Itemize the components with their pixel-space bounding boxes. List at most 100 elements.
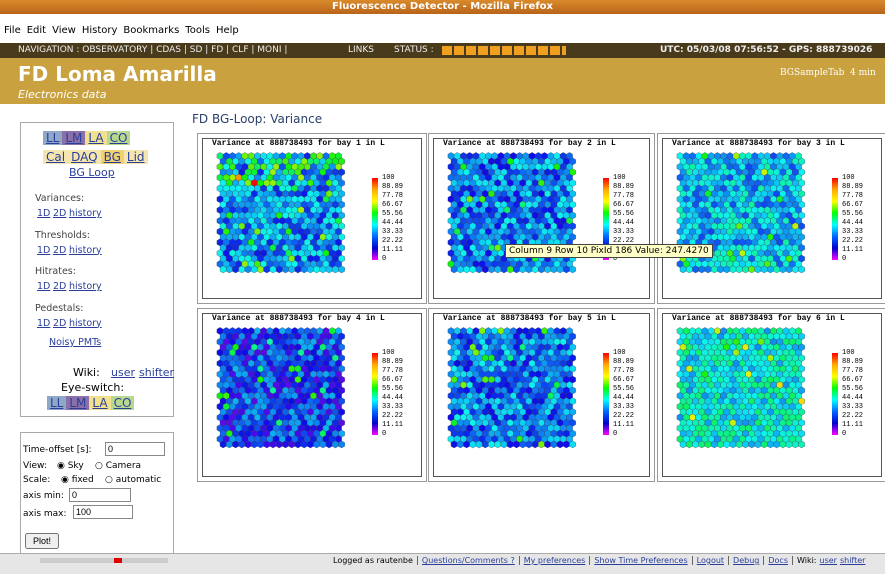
noisy-link[interactable]: Noisy PMTs (49, 337, 102, 348)
panel-frame (433, 313, 650, 477)
section-link[interactable]: 1D (37, 208, 51, 219)
section-link[interactable]: 2D (53, 281, 67, 292)
colorbar-label: 44.44 (842, 219, 864, 227)
pixel-map (216, 152, 345, 274)
colorbar-label: 33.33 (613, 228, 635, 236)
section-link[interactable]: history (69, 244, 102, 256)
section-link[interactable]: history (69, 281, 102, 292)
view-camera[interactable]: ○ Camera (95, 461, 142, 471)
logged-as: Logged as rautenbe (333, 556, 413, 565)
header: FD Loma Amarilla Electronics data BGSamp… (0, 58, 885, 104)
eye-button[interactable]: LA (85, 131, 107, 145)
footer-link[interactable]: Debug (728, 556, 759, 565)
colorbar-label: 33.33 (842, 228, 864, 236)
title-bar: Fluorescence Detector - Mozilla Firefox (0, 0, 885, 14)
menu-item[interactable]: History (81, 25, 118, 36)
colorbar-label: 22.22 (613, 412, 635, 420)
colorbar-label: 66.67 (382, 376, 404, 384)
colorbar (372, 353, 378, 435)
pixel[interactable] (338, 440, 345, 449)
eye-button[interactable]: CO (106, 131, 131, 145)
footer-link[interactable]: Docs (763, 556, 788, 565)
option: Sky (67, 461, 84, 471)
bg-loop-link[interactable]: BG Loop (69, 166, 115, 179)
colorbar-label: 11.11 (382, 246, 404, 254)
eye-button[interactable]: LA (89, 396, 111, 410)
colorbar-label: 88.89 (613, 183, 635, 191)
colorbar-label: 77.78 (842, 367, 864, 375)
tab-buttons: Cal DAQ BG Lid (43, 150, 148, 164)
colorbar-label: 77.78 (613, 367, 635, 375)
tab-button[interactable]: Cal (43, 150, 69, 164)
colorbar-label: 44.44 (613, 394, 635, 402)
colorbar-label: 100 (382, 349, 395, 357)
view-sky[interactable]: ◉ Sky (57, 461, 84, 471)
section-link[interactable]: 2D (53, 244, 67, 256)
option: automatic (115, 475, 162, 485)
scale-fixed[interactable]: ◉ fixed (61, 475, 94, 485)
colorbar-label: 33.33 (613, 403, 635, 411)
wiki-user[interactable]: user (111, 366, 135, 379)
tab-button[interactable]: DAQ (68, 150, 101, 164)
menu-item[interactable]: Edit (26, 25, 47, 36)
panel-title: Variance at 888738493 for bay 3 in L (672, 139, 845, 148)
section-link[interactable]: history (69, 317, 102, 329)
footer-link[interactable]: Show Time Preferences (589, 556, 688, 565)
pixel[interactable] (798, 265, 805, 274)
colorbar-label: 77.78 (613, 192, 635, 200)
scale-auto[interactable]: ○ automatic (105, 475, 162, 485)
footer-link[interactable]: My preferences (518, 556, 585, 565)
section-link[interactable]: 1D (37, 317, 51, 329)
colorbar (372, 178, 378, 260)
max-input[interactable] (73, 505, 133, 519)
footer-shifter[interactable]: shifter (839, 556, 866, 565)
eye-button[interactable]: LL (47, 396, 67, 410)
pixel[interactable] (569, 440, 576, 449)
min-input[interactable] (69, 488, 131, 502)
pixel[interactable] (798, 440, 805, 449)
menu-bar: File Edit View History Bookmarks Tools Help (0, 25, 885, 39)
pixel[interactable] (569, 265, 576, 274)
menu-item[interactable]: File (4, 25, 21, 36)
tab-button[interactable]: Lid (123, 150, 148, 164)
section-link[interactable]: 2D (53, 208, 67, 219)
menu-item[interactable]: Bookmarks (123, 25, 180, 36)
wiki-shifter[interactable]: shifter (139, 366, 175, 379)
plot-button[interactable]: Plot! (25, 533, 60, 549)
footer-link[interactable]: Logout (691, 556, 724, 565)
section-link[interactable]: 2D (53, 317, 67, 329)
menu-item[interactable]: Tools (185, 25, 210, 36)
colorbar-label: 100 (613, 349, 626, 357)
section-link[interactable]: 1D (37, 244, 51, 256)
section-label: Variances: (35, 193, 85, 204)
nav-items[interactable]: NAVIGATION : OBSERVATORY | CDAS | SD | F… (18, 45, 288, 55)
option: fixed (71, 475, 94, 485)
panel-frame (433, 138, 650, 299)
menu-item[interactable]: Help (215, 25, 239, 36)
option: Camera (105, 461, 142, 471)
colorbar-label: 100 (842, 174, 855, 182)
colorbar-label: 100 (382, 174, 395, 182)
scale-label: Scale: (23, 475, 51, 485)
footer-link[interactable]: Questions/Comments ? (416, 556, 515, 565)
section-label: Hitrates: (35, 266, 76, 277)
section-link[interactable]: 1D (37, 281, 51, 292)
nav-links[interactable]: LINKS (348, 45, 375, 55)
tab-button[interactable]: BG (100, 150, 124, 164)
colorbar-label: 0 (382, 430, 387, 438)
utc-time: UTC: 05/03/08 07:56:52 - GPS: 888739026 (660, 45, 873, 55)
panel-title: Variance at 888738493 for bay 4 in L (212, 314, 385, 323)
eye-button[interactable]: CO (110, 396, 135, 410)
panel-frame (662, 138, 882, 299)
offset-input[interactable] (105, 442, 165, 456)
eye-button[interactable]: LM (66, 396, 90, 410)
footer-user[interactable]: user (819, 556, 837, 565)
colorbar (603, 178, 609, 260)
menu-item[interactable]: View (52, 25, 76, 36)
eye-button[interactable]: LL (43, 131, 63, 145)
eye-button[interactable]: LM (62, 131, 86, 145)
pixel[interactable] (338, 265, 345, 274)
view-label: View: (23, 461, 47, 471)
section-link[interactable]: history (69, 208, 102, 219)
